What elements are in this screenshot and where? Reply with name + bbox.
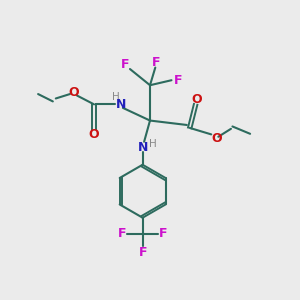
Text: F: F	[118, 227, 126, 240]
Text: O: O	[211, 132, 222, 145]
Text: F: F	[121, 58, 129, 71]
Text: N: N	[137, 141, 148, 154]
Text: F: F	[152, 56, 161, 69]
Text: O: O	[68, 86, 79, 99]
Text: H: H	[112, 92, 120, 102]
Text: O: O	[89, 128, 99, 141]
Text: H: H	[149, 139, 157, 149]
Text: F: F	[174, 74, 183, 87]
Text: F: F	[159, 227, 167, 240]
Text: O: O	[192, 93, 203, 106]
Text: N: N	[116, 98, 126, 111]
Text: F: F	[138, 246, 147, 259]
